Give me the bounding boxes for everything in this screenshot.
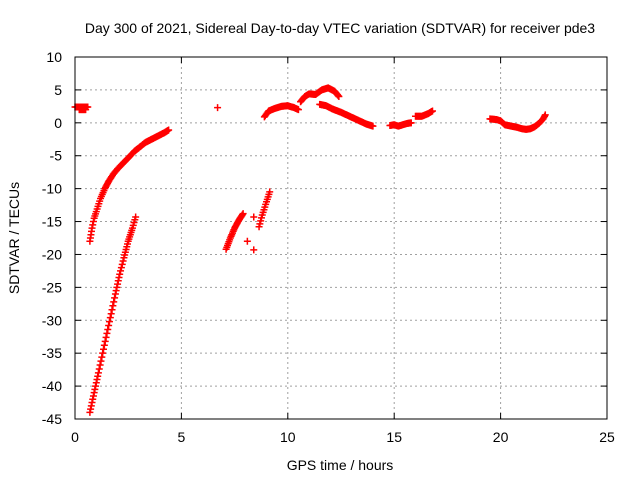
data-point-marker <box>369 122 377 130</box>
plot-frame <box>74 56 608 420</box>
data-point-marker <box>214 104 222 112</box>
data-point-marker <box>105 322 113 330</box>
data-point-marker <box>250 213 258 221</box>
y-tick-label: -5 <box>50 148 63 164</box>
data-point-marker <box>335 92 343 100</box>
data-point-marker <box>82 106 90 114</box>
y-tick-label: -15 <box>42 214 62 230</box>
data-point-marker <box>165 126 173 134</box>
data-point-marker <box>239 210 247 218</box>
data-point-marker <box>250 246 258 254</box>
data-point-marker <box>132 213 140 221</box>
chart-title: Day 300 of 2021, Sidereal Day-to-day VTE… <box>85 20 595 36</box>
grid-lines <box>75 57 607 419</box>
data-point-marker <box>109 302 117 310</box>
y-tick-label: -40 <box>42 378 62 394</box>
data-point-marker <box>294 106 302 114</box>
data-point-marker <box>102 333 110 341</box>
y-tick-label: -45 <box>42 411 62 427</box>
data-point-marker <box>95 365 103 373</box>
data-point-marker <box>116 270 124 278</box>
x-axis-label: GPS time / hours <box>287 457 394 473</box>
data-point-marker <box>101 337 109 345</box>
y-tick-label: -30 <box>42 312 62 328</box>
data-point-marker <box>104 325 112 333</box>
y-tick-label: 0 <box>54 115 62 131</box>
data-point-marker <box>117 267 125 275</box>
y-tick-label: -20 <box>42 246 62 262</box>
data-points <box>71 84 549 416</box>
data-point-marker <box>108 306 116 314</box>
x-tick-label: 0 <box>71 429 79 445</box>
data-point-marker <box>266 188 274 196</box>
y-tick-label: -10 <box>42 181 62 197</box>
data-point-marker <box>103 329 111 337</box>
y-axis-ticks: 10 5 0 -5 -10 -15 -20 -25 -30 -35 -40 -45 <box>42 49 607 427</box>
y-axis-label: SDTVAR / TECUs <box>6 182 22 294</box>
data-point-marker <box>100 341 108 349</box>
data-point-marker <box>96 361 104 369</box>
y-tick-label: -35 <box>42 345 62 361</box>
data-point-marker <box>243 237 251 245</box>
data-point-marker <box>98 353 106 361</box>
y-tick-label: -25 <box>42 279 62 295</box>
x-tick-label: 15 <box>386 429 402 445</box>
data-point-marker <box>407 119 415 127</box>
data-point-marker <box>117 264 125 272</box>
x-tick-label: 25 <box>599 429 615 445</box>
data-point-marker <box>118 260 126 268</box>
data-point-marker <box>119 257 127 265</box>
data-point-marker <box>100 345 108 353</box>
data-point-marker <box>111 294 119 302</box>
data-point-marker <box>94 369 102 377</box>
x-axis-ticks: 0 5 10 15 20 25 <box>71 57 615 445</box>
y-tick-label: 10 <box>46 49 62 65</box>
data-point-marker <box>106 314 114 322</box>
data-point-marker <box>105 318 113 326</box>
x-tick-label: 5 <box>178 429 186 445</box>
data-point-marker <box>541 111 549 119</box>
y-tick-label: 5 <box>54 82 62 98</box>
data-point-marker <box>97 357 105 365</box>
x-tick-label: 20 <box>493 429 509 445</box>
data-point-marker <box>99 349 107 357</box>
x-tick-label: 10 <box>280 429 296 445</box>
data-point-marker <box>110 298 118 306</box>
data-point-marker <box>429 107 437 115</box>
data-point-marker <box>107 310 115 318</box>
